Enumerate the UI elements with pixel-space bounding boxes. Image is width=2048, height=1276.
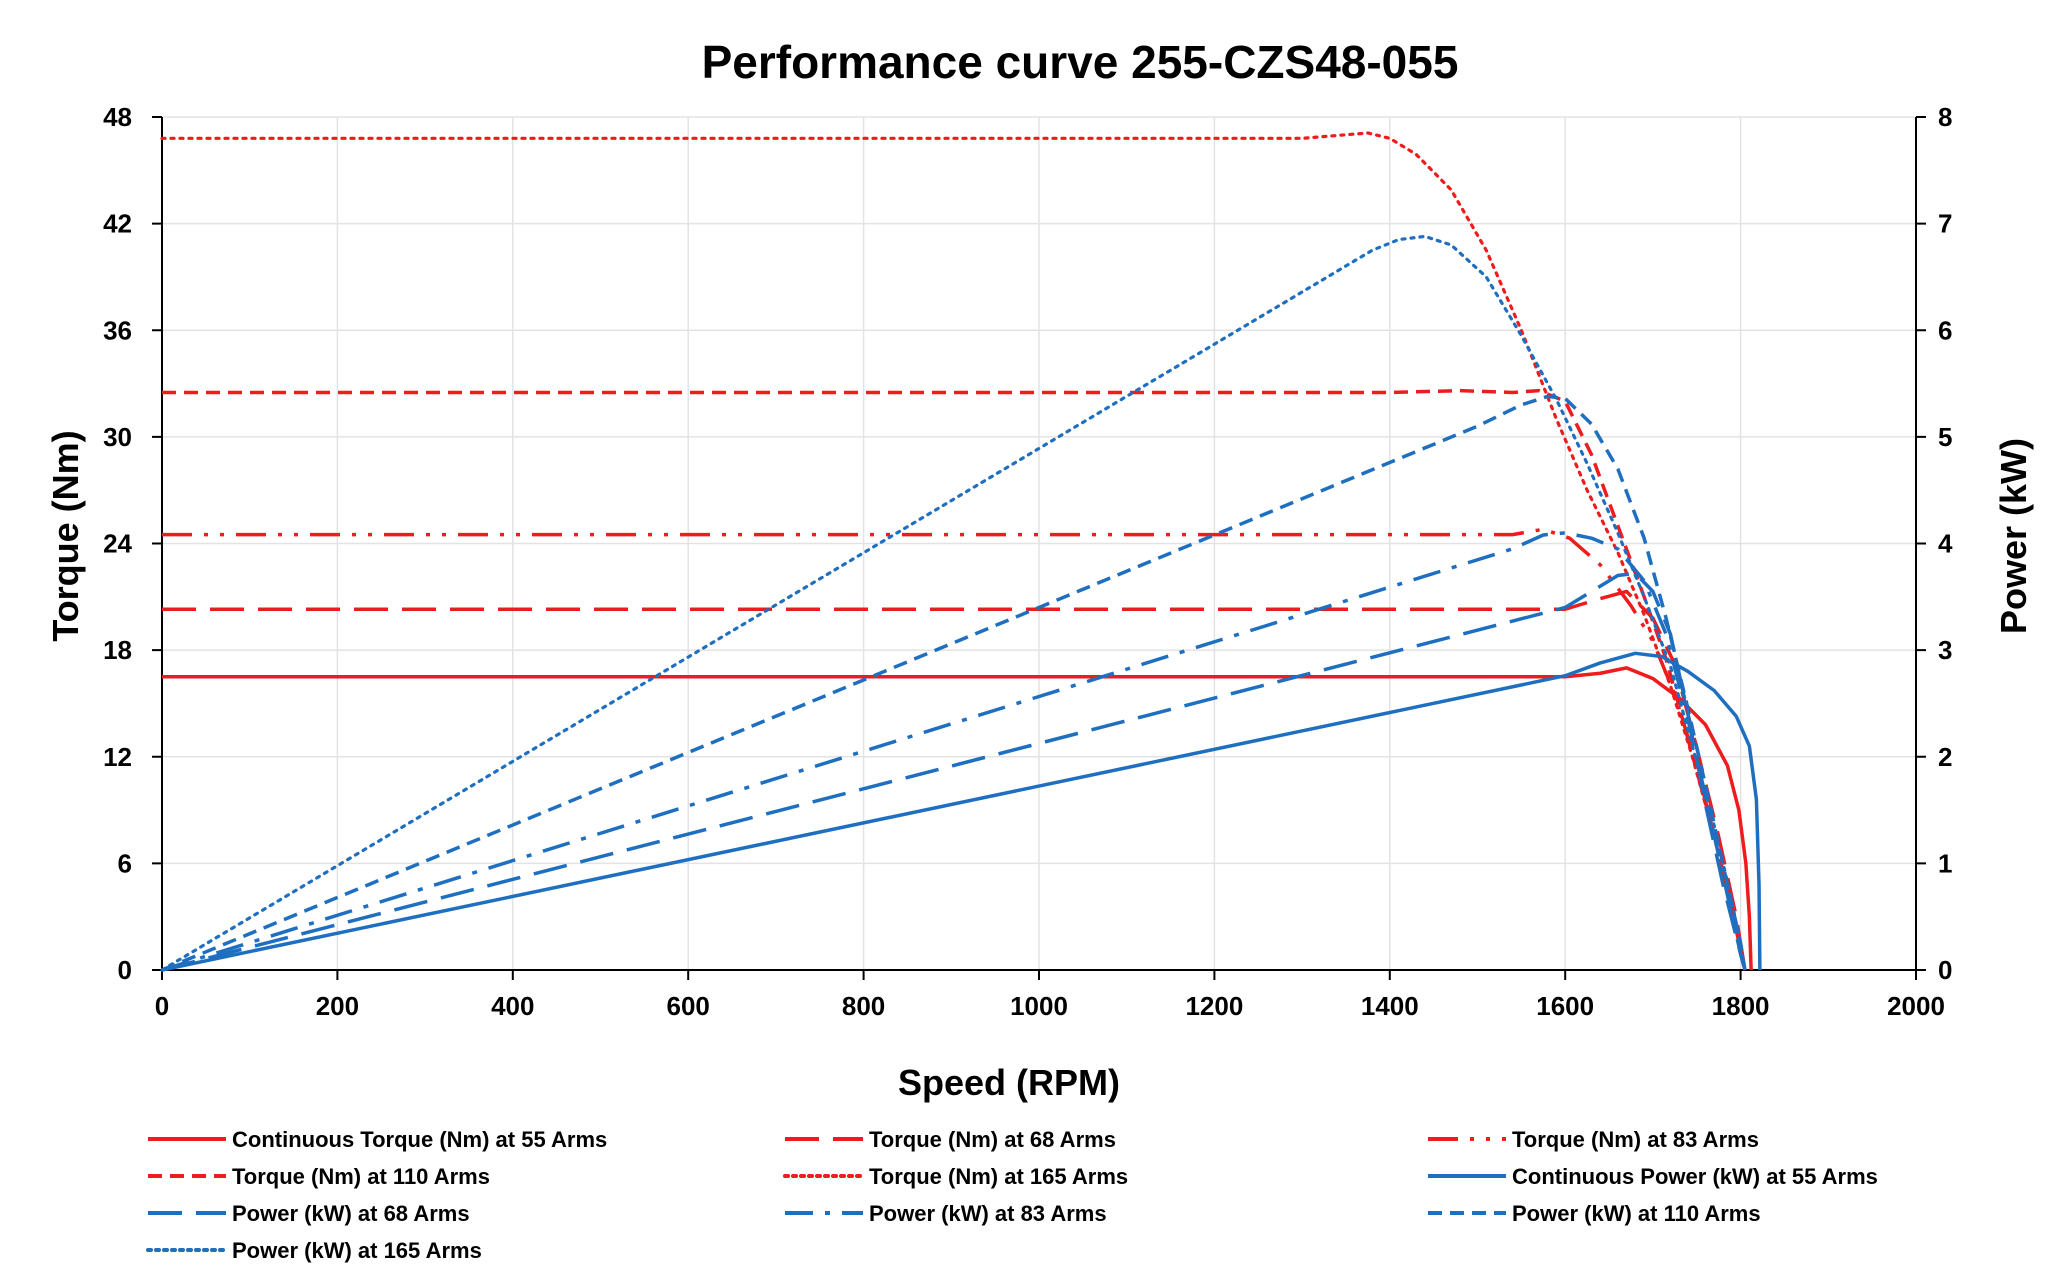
y-tick-label: 24 (103, 529, 132, 559)
axes (152, 116, 1926, 980)
x-tick-label: 1000 (1010, 991, 1068, 1021)
x-tick-label: 2000 (1887, 991, 1945, 1021)
y-tick-label: 18 (103, 635, 132, 665)
legend-label: Power (kW) at 165 Arms (232, 1238, 482, 1263)
y-tick-label: 36 (103, 315, 132, 345)
series-line-5 (160, 131, 1747, 972)
series-line-1 (162, 666, 1753, 971)
series-line-9 (161, 394, 1747, 972)
y2-tick-label: 4 (1938, 529, 1953, 559)
grid (162, 116, 1917, 970)
legend-item-3: Torque (Nm) at 83 Arms (1428, 1127, 1759, 1152)
y-tick-label: 30 (103, 422, 132, 452)
series-line-8 (161, 531, 1747, 972)
y-tick-label: 42 (103, 209, 132, 239)
legend-label: Torque (Nm) at 110 Arms (232, 1164, 490, 1189)
x-tick-label: 1600 (1536, 991, 1594, 1021)
x-tick-label: 200 (316, 991, 359, 1021)
series-line-2 (162, 589, 1747, 971)
legend-label: Continuous Power (kW) at 55 Arms (1512, 1164, 1878, 1189)
series-line-3 (162, 527, 1747, 971)
legend: Continuous Torque (Nm) at 55 Arms Torque … (146, 1127, 1878, 1263)
legend-label: Power (kW) at 83 Arms (869, 1201, 1107, 1226)
x-tick-label: 400 (491, 991, 534, 1021)
x-tick-label: 0 (155, 991, 169, 1021)
y-tick-label: 0 (118, 955, 132, 985)
legend-item-6: Continuous Power (kW) at 55 Arms (1428, 1164, 1878, 1189)
y-axis-label: Torque (Nm) (45, 430, 86, 641)
legend-item-5: Torque (Nm) at 165 Arms (783, 1164, 1128, 1189)
series-line-7 (161, 571, 1747, 972)
x-axis-label: Speed (RPM) (898, 1062, 1120, 1103)
series-line-10 (160, 234, 1747, 972)
legend-label: Continuous Torque (Nm) at 55 Arms (232, 1127, 607, 1152)
legend-label: Power (kW) at 110 Arms (1512, 1201, 1761, 1226)
x-tick-label: 1800 (1712, 991, 1770, 1021)
y2-tick-label: 8 (1938, 102, 1952, 132)
legend-item-9: Power (kW) at 110 Arms (1428, 1201, 1761, 1226)
series-line-6 (161, 651, 1762, 972)
y-tick-label: 6 (118, 848, 132, 878)
y2-tick-label: 2 (1938, 742, 1952, 772)
legend-item-7: Power (kW) at 68 Arms (148, 1201, 470, 1226)
legend-item-10: Power (kW) at 165 Arms (146, 1238, 482, 1263)
legend-label: Torque (Nm) at 165 Arms (869, 1164, 1128, 1189)
y-tick-label: 12 (103, 742, 132, 772)
y-tick-label: 48 (103, 102, 132, 132)
legend-item-4: Torque (Nm) at 110 Arms (148, 1164, 490, 1189)
y2-axis-label: Power (kW) (1993, 438, 2034, 634)
x-tick-label: 600 (667, 991, 710, 1021)
legend-item-2: Torque (Nm) at 68 Arms (785, 1127, 1116, 1152)
y2-tick-label: 0 (1938, 955, 1952, 985)
legend-label: Power (kW) at 68 Arms (232, 1201, 470, 1226)
legend-label: Torque (Nm) at 83 Arms (1512, 1127, 1759, 1152)
x-tick-label: 1200 (1185, 991, 1243, 1021)
legend-item-1: Continuous Torque (Nm) at 55 Arms (148, 1127, 607, 1152)
tick-labels: 0 200 400 600 800 1000 1200 1400 1600 1800 2000 0 6 1… (103, 102, 1953, 1021)
legend-label: Torque (Nm) at 68 Arms (869, 1127, 1116, 1152)
series-lines (160, 131, 1762, 972)
series-line-4 (162, 388, 1747, 971)
chart-title: Performance curve 255-CZS48-055 (702, 36, 1459, 88)
y2-tick-label: 7 (1938, 209, 1952, 239)
x-tick-label: 1400 (1361, 991, 1419, 1021)
legend-item-8: Power (kW) at 83 Arms (785, 1201, 1107, 1226)
y2-tick-label: 3 (1938, 635, 1952, 665)
y2-tick-label: 5 (1938, 422, 1952, 452)
y2-tick-label: 1 (1938, 848, 1952, 878)
x-tick-label: 800 (842, 991, 885, 1021)
y2-tick-label: 6 (1938, 315, 1952, 345)
